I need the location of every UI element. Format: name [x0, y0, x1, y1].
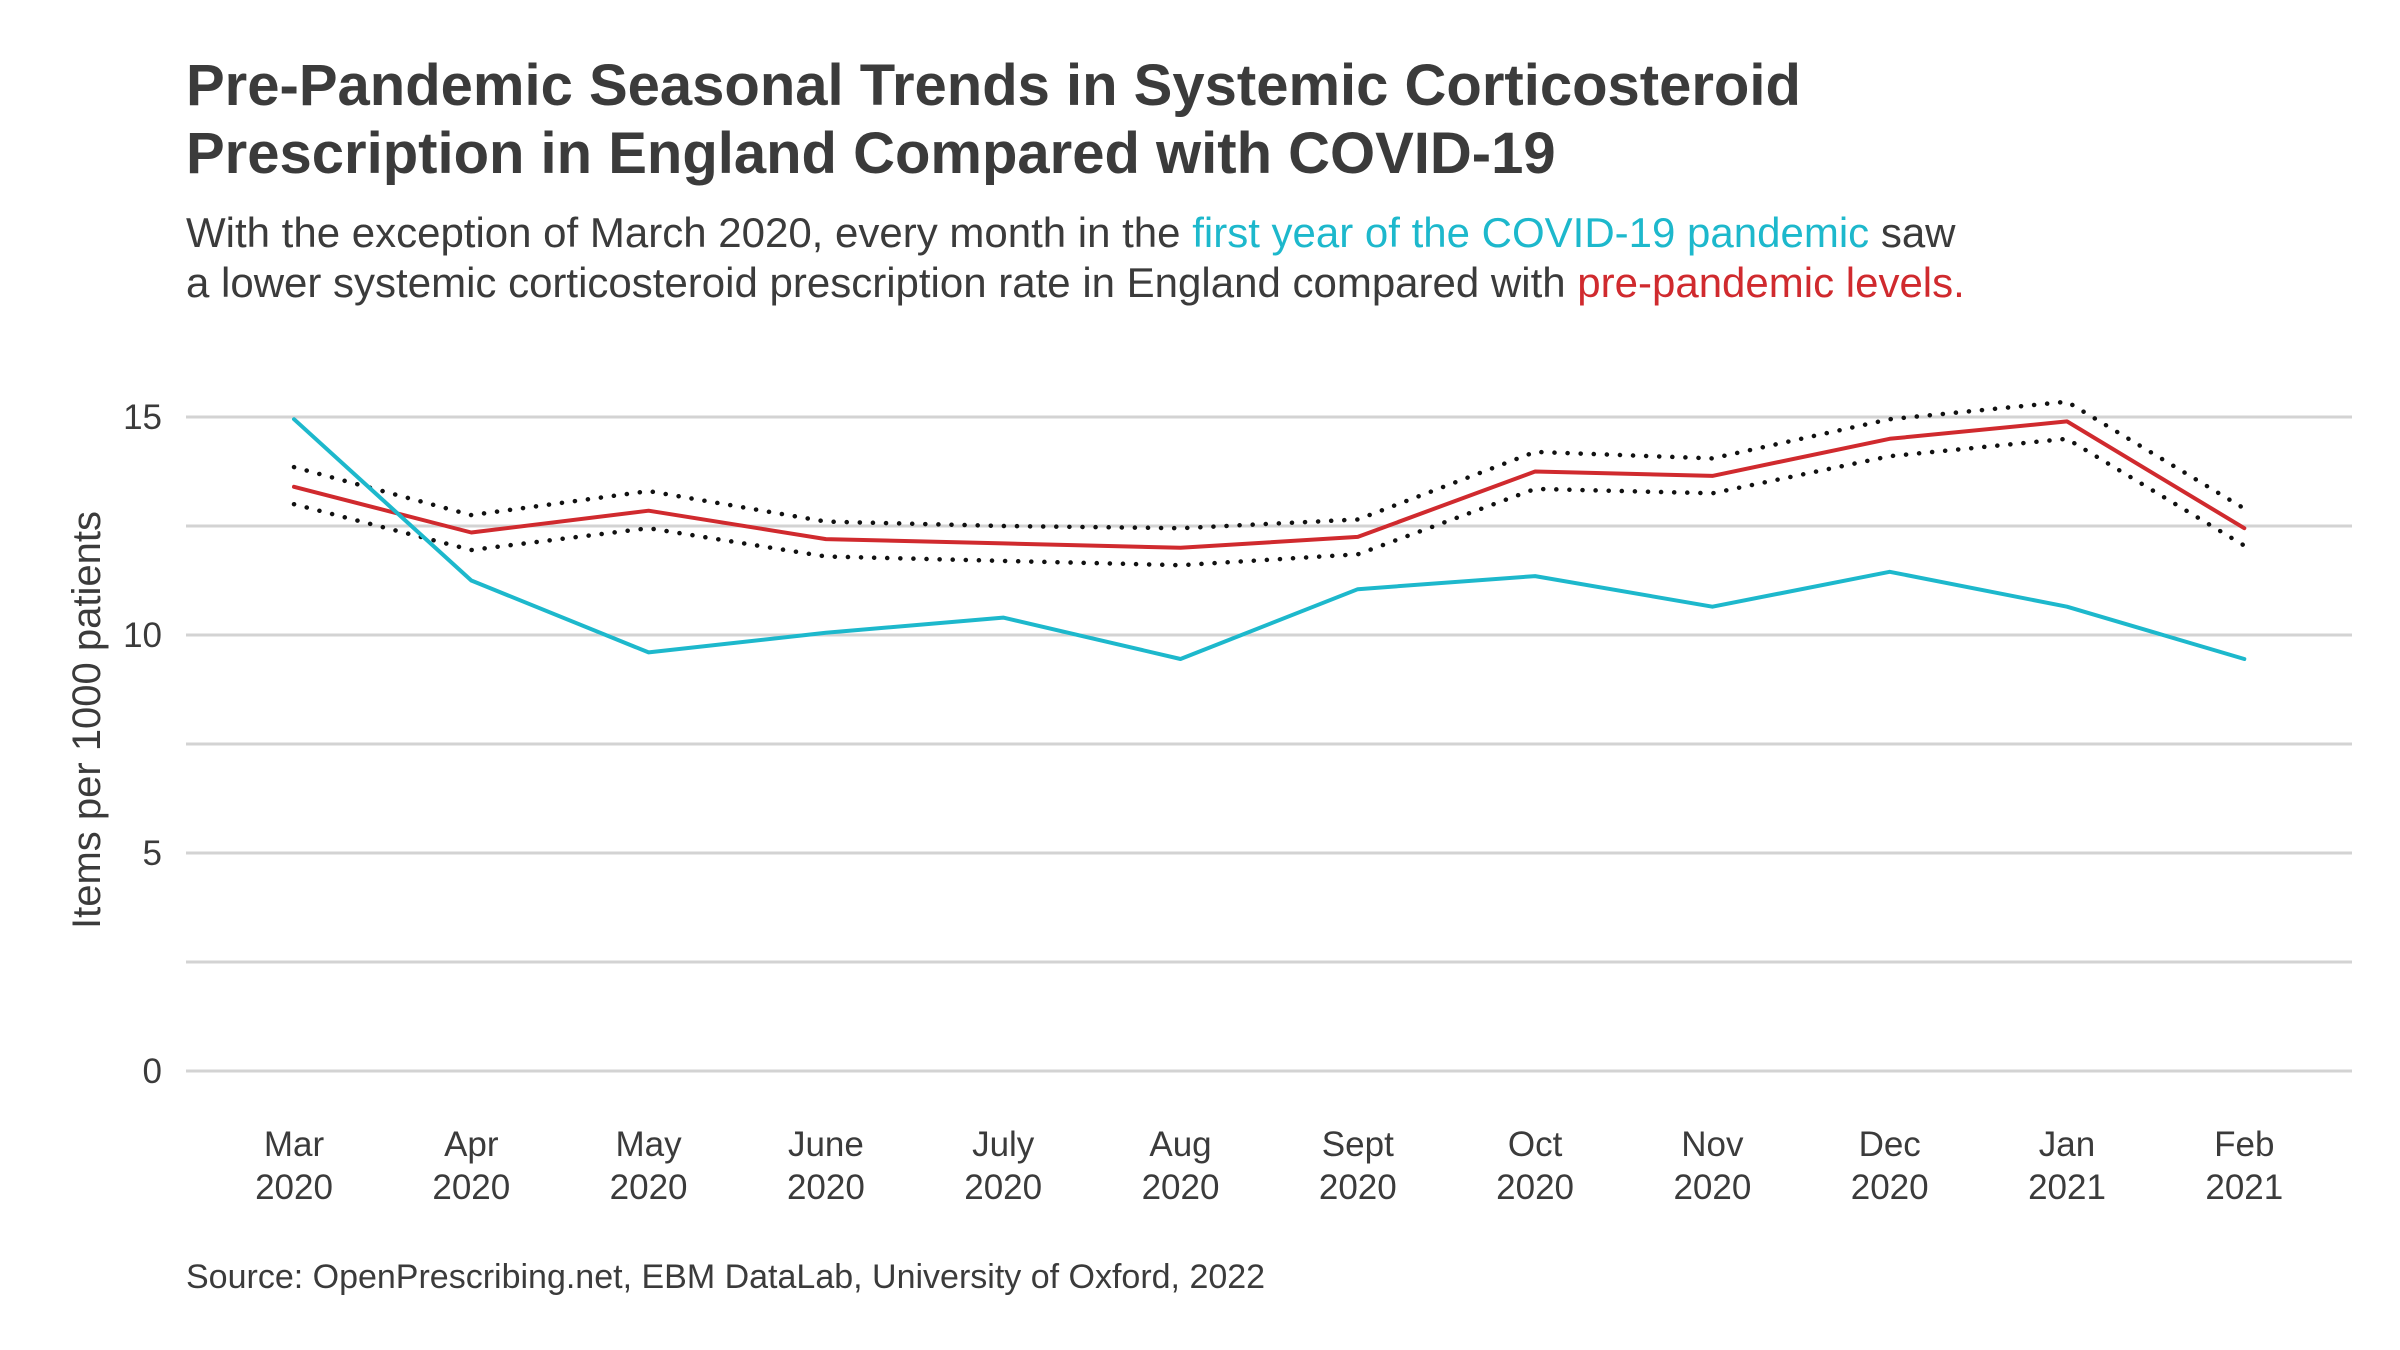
series-lines [291, 399, 2247, 661]
x-tick-label-year: 2020 [964, 1168, 1042, 1207]
x-tick-label-month: Aug [1149, 1125, 1211, 1164]
x-axis-tick-labels: Mar 2020 Apr 2020 May 2020 June 2020 July 2020 Aug… [255, 1125, 2283, 1207]
chart-subtitle: With the exception of March 2020, every … [186, 208, 2386, 308]
interval-upper-line [291, 399, 2247, 531]
gridlines [186, 415, 2352, 1073]
x-tick-label-month: Feb [2214, 1125, 2274, 1164]
y-axis-tick-labels: 0 5 10 15 [123, 398, 162, 1091]
x-tick-label-month: Nov [1681, 1125, 1744, 1164]
pre-pandemic-series-line [292, 419, 2247, 550]
x-tick-label-month: June [788, 1125, 864, 1164]
subtitle-highlight-covid: first year of the COVID-19 pandemic [1192, 209, 1870, 256]
x-tick-label-year: 2020 [1851, 1168, 1929, 1207]
x-tick-label-year: 2020 [1673, 1168, 1751, 1207]
y-tick-label: 15 [123, 398, 162, 437]
x-tick-label-month: Dec [1859, 1125, 1921, 1164]
x-tick-label-month: Oct [1508, 1125, 1563, 1164]
chart-title-line-1: Pre-Pandemic Seasonal Trends in Systemic… [186, 53, 1801, 118]
subtitle-highlight-pre-pandemic: pre-pandemic levels. [1577, 259, 1965, 306]
chart-title-line-2: Prescription in England Compared with CO… [186, 121, 1556, 186]
x-tick-label-month: Apr [444, 1125, 499, 1164]
x-tick-label-year: 2020 [610, 1168, 688, 1207]
y-axis-title: Items per 1000 patients [65, 511, 109, 929]
chart-subtitle-line-2: a lower systemic corticosteroid prescrip… [186, 258, 2386, 308]
chart-subtitle-line-1: With the exception of March 2020, every … [186, 208, 2386, 258]
x-tick-label-month: Sept [1322, 1125, 1394, 1164]
source-caption: Source: OpenPrescribing.net, EBM DataLab… [186, 1258, 1266, 1296]
x-tick-label-month: Mar [264, 1125, 325, 1164]
y-tick-label: 10 [123, 616, 162, 655]
x-tick-label-year: 2020 [432, 1168, 510, 1207]
y-tick-label: 5 [143, 834, 162, 873]
subtitle-text-3: a lower systemic corticosteroid prescrip… [186, 259, 1578, 306]
x-tick-label-year: 2021 [2028, 1168, 2106, 1207]
x-tick-label-year: 2020 [1142, 1168, 1220, 1207]
x-tick-label-year: 2020 [1496, 1168, 1574, 1207]
covid-series-line [292, 417, 2247, 661]
x-tick-label-year: 2020 [255, 1168, 333, 1207]
x-tick-label-month: May [616, 1125, 683, 1164]
y-tick-label: 0 [143, 1052, 162, 1091]
x-tick-label-year: 2020 [1319, 1168, 1397, 1207]
x-tick-label-year: 2021 [2205, 1168, 2283, 1207]
x-tick-label-month: Jan [2039, 1125, 2095, 1164]
interval-lower-line [291, 436, 2247, 568]
subtitle-text-2: saw [1869, 209, 1956, 256]
chart-title: Pre-Pandemic Seasonal Trends in Systemic… [186, 52, 2336, 188]
subtitle-text-1: With the exception of March 2020, every … [186, 209, 1193, 256]
x-tick-label-year: 2020 [787, 1168, 865, 1207]
x-tick-label-month: July [972, 1125, 1035, 1164]
